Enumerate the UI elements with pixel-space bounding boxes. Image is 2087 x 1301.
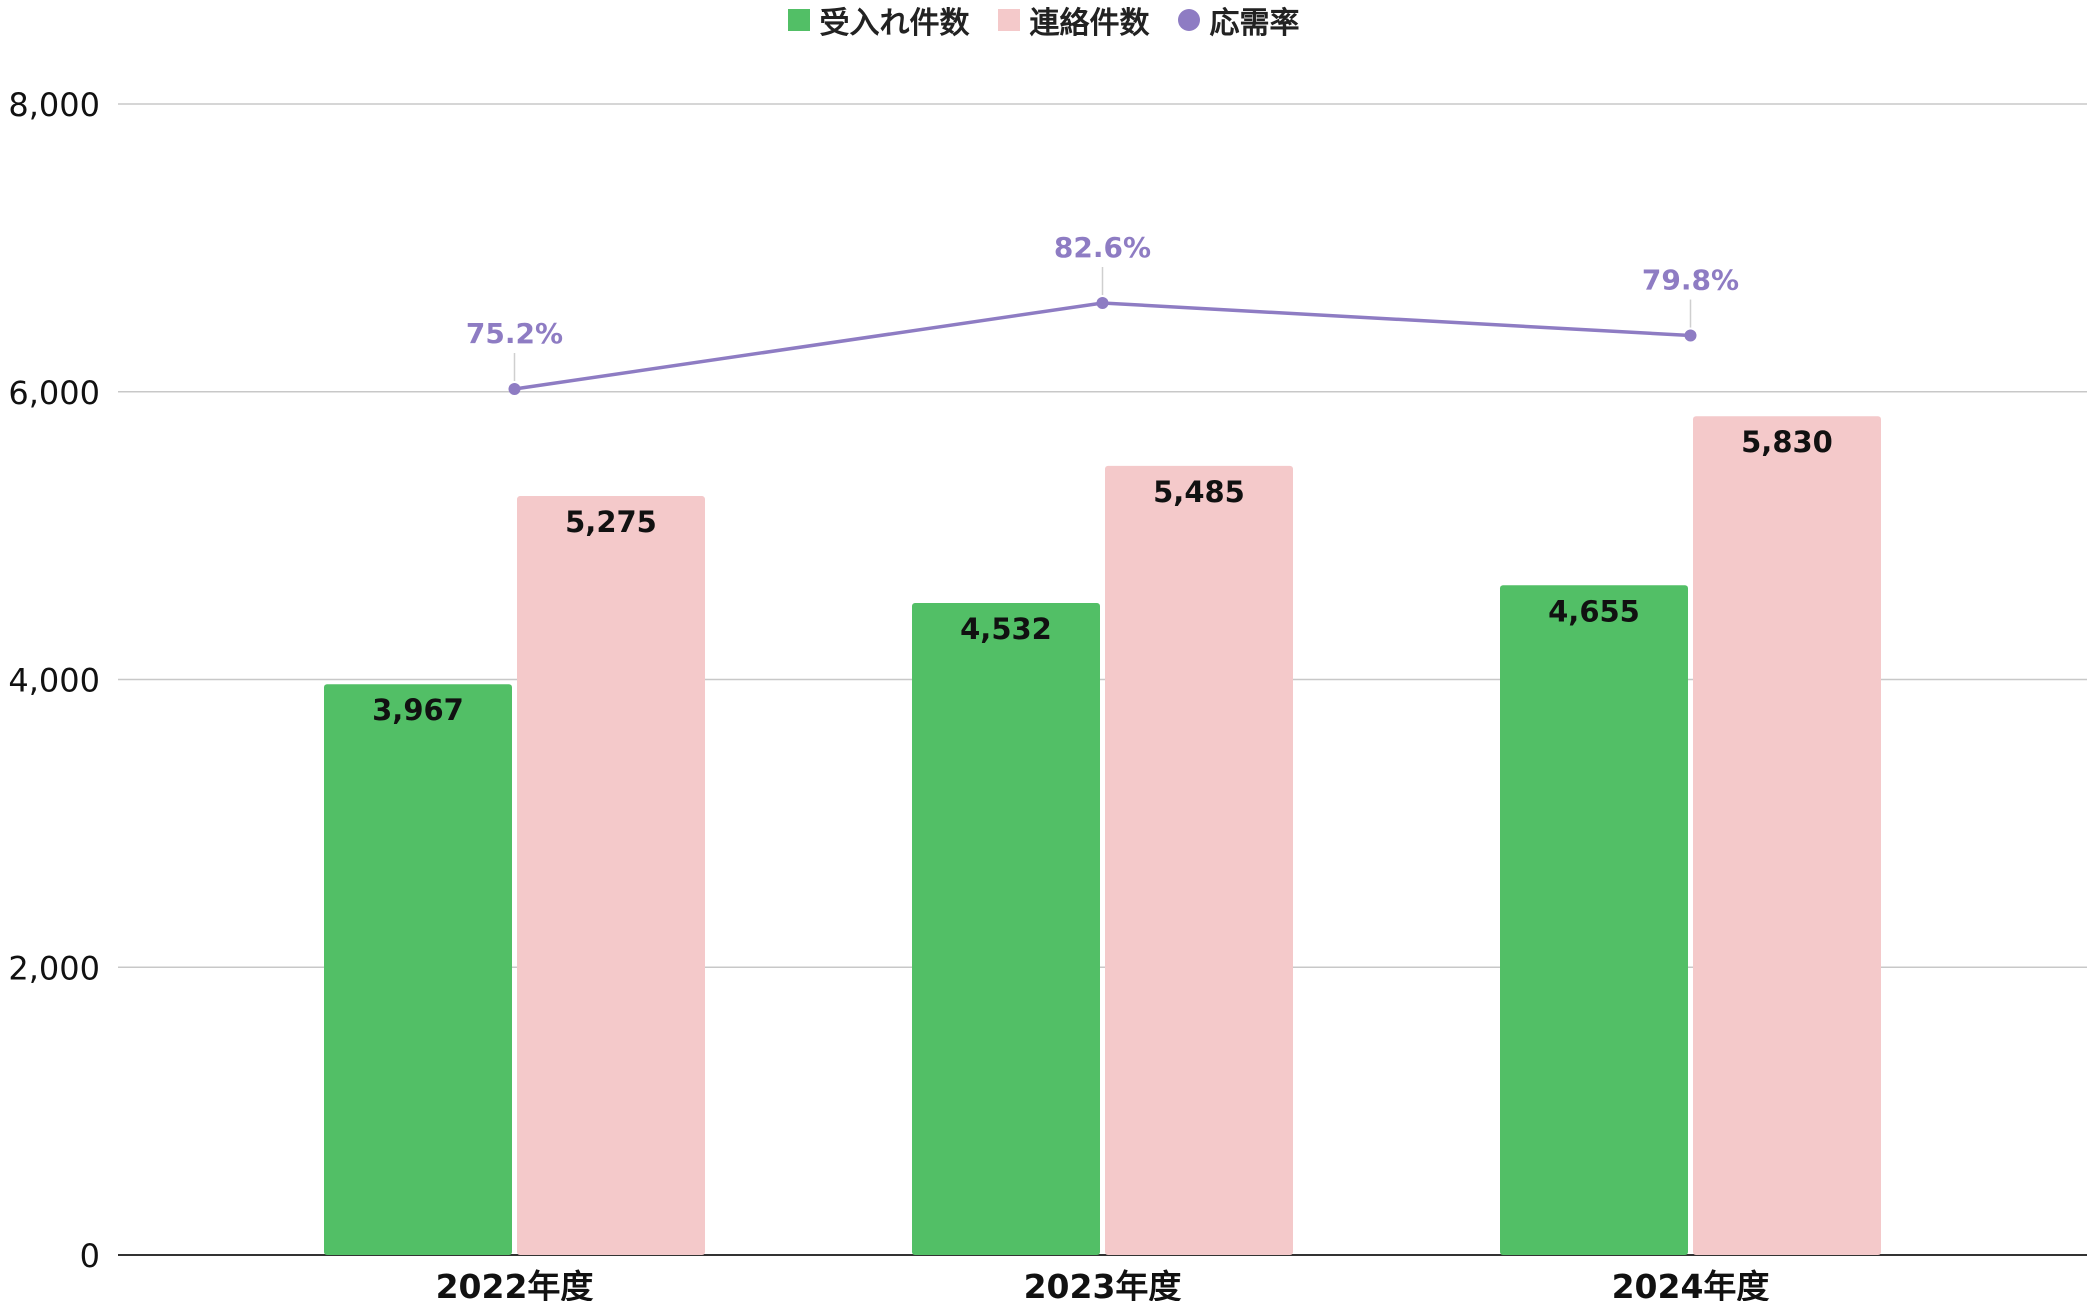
legend-item-rate: 応需率 <box>1177 0 1300 42</box>
y-tick-label: 8,000 <box>8 86 100 124</box>
legend: 受入れ件数 連絡件数 応需率 <box>0 0 2087 42</box>
bar-label: 3,967 <box>372 693 464 727</box>
rate-label: 75.2% <box>466 317 563 350</box>
bar-label: 5,275 <box>565 505 657 539</box>
x-tick-label: 2024年度 <box>1612 1267 1770 1301</box>
legend-label-contacts: 連絡件数 <box>1029 6 1150 41</box>
x-tick-label: 2022年度 <box>436 1267 594 1301</box>
legend-label-rate: 応需率 <box>1209 6 1300 41</box>
rate-point <box>508 383 521 395</box>
y-tick-label: 0 <box>80 1237 100 1275</box>
bar-contacts <box>517 496 705 1255</box>
bar-contacts <box>1105 465 1293 1256</box>
rate-label: 79.8% <box>1642 264 1739 297</box>
bar-label: 4,655 <box>1548 594 1640 628</box>
rate-point <box>1684 329 1697 342</box>
bar-label: 4,532 <box>960 612 1052 646</box>
bar-accepted <box>912 602 1100 1255</box>
rate-point <box>1096 297 1109 309</box>
y-tick-label: 2,000 <box>8 949 100 987</box>
y-tick-label: 4,000 <box>8 662 100 700</box>
y-tick-label: 6,000 <box>8 374 100 412</box>
bar-accepted <box>324 684 512 1255</box>
x-tick-label: 2023年度 <box>1024 1267 1182 1301</box>
legend-swatch-contacts <box>997 9 1020 31</box>
rate-label: 82.6% <box>1054 231 1151 264</box>
legend-item-contacts: 連絡件数 <box>997 0 1150 42</box>
legend-label-accepted: 受入れ件数 <box>819 6 970 41</box>
legend-swatch-accepted <box>787 9 810 31</box>
legend-dot-rate <box>1177 9 1200 31</box>
bar-label: 5,830 <box>1741 425 1833 459</box>
rate-line <box>514 301 1691 391</box>
bar-accepted <box>1500 585 1688 1255</box>
bar-contacts <box>1693 416 1881 1255</box>
bar-label: 5,485 <box>1153 475 1245 509</box>
legend-item-accepted: 受入れ件数 <box>787 0 970 42</box>
